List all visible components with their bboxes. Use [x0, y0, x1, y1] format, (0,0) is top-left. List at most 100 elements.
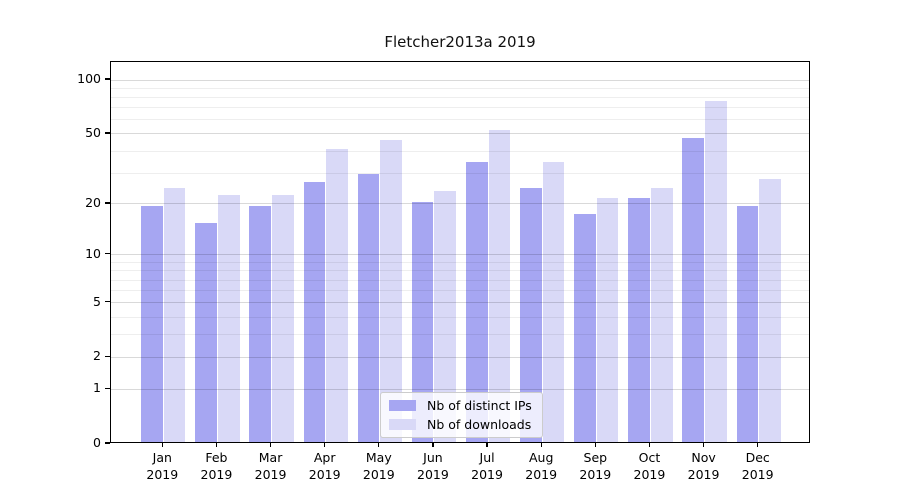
x-tick-mark [648, 443, 651, 447]
x-tick-mark [432, 443, 434, 447]
y-tick-mark [105, 387, 110, 389]
x-tick-label-feb: Feb 2019 [184, 449, 248, 483]
minor-gridline [111, 290, 809, 292]
minor-gridline [111, 119, 809, 121]
minor-gridline [111, 334, 809, 336]
bar-sep-ips [574, 214, 596, 442]
legend: Nb of distinct IPs Nb of downloads [380, 392, 543, 438]
bar-jul-downloads [488, 130, 511, 442]
x-tick-label-jun: Jun 2019 [401, 449, 465, 483]
x-tick-year: 2019 [633, 467, 666, 482]
y-tick-mark [105, 78, 110, 80]
minor-gridline [111, 87, 809, 89]
x-tick-label-jan: Jan 2019 [130, 449, 194, 483]
minor-gridline [111, 316, 809, 318]
minor-gridline [111, 96, 809, 98]
x-tick-year: 2019 [146, 467, 179, 482]
legend-swatch-distinct-ips [389, 400, 416, 411]
major-gridline [111, 388, 809, 390]
bar-nov-ips [682, 138, 705, 442]
y-tick-label: 100 [77, 71, 101, 87]
bar-mar-ips [249, 205, 272, 442]
bar-jun-ips [411, 201, 434, 442]
x-tick-label-aug: Aug 2019 [509, 449, 573, 483]
bar-jun-downloads [434, 191, 457, 442]
x-tick-mark [324, 443, 326, 447]
plot-area [110, 61, 810, 443]
y-tick-mark [105, 301, 110, 303]
major-gridline [111, 254, 809, 256]
bar-may-ips [357, 173, 380, 442]
x-tick-label-oct: Oct 2019 [617, 449, 681, 483]
bar-mar-downloads [272, 194, 294, 442]
x-tick-year: 2019 [200, 467, 233, 482]
x-tick-label-may: May 2019 [347, 449, 411, 483]
major-gridline [111, 133, 809, 135]
minor-gridline [111, 172, 809, 174]
x-tick-mark [161, 443, 163, 447]
legend-label: Nb of distinct IPs [427, 398, 532, 413]
bar-apr-ips [303, 182, 326, 442]
y-tick-label: 2 [93, 348, 101, 364]
x-tick-mark [269, 443, 272, 447]
x-tick-mark [215, 443, 217, 447]
x-tick-mark [378, 443, 380, 447]
y-tick-label: 0 [93, 435, 101, 450]
y-tick-label: 1 [93, 380, 101, 396]
y-tick-label: 50 [85, 124, 101, 140]
x-tick-label-mar: Mar 2019 [239, 449, 303, 483]
bar-apr-downloads [326, 149, 348, 442]
x-tick-label-nov: Nov 2019 [672, 449, 736, 483]
legend-item: Nb of distinct IPs [389, 398, 532, 413]
x-tick-mark [757, 443, 759, 447]
major-gridline [111, 79, 809, 81]
major-gridline [111, 203, 809, 205]
minor-gridline [111, 261, 809, 263]
legend-item: Nb of downloads [389, 417, 532, 432]
bar-jan-ips [141, 205, 163, 442]
major-gridline [111, 302, 809, 304]
bar-feb-downloads [217, 194, 240, 442]
legend-label: Nb of downloads [427, 417, 532, 432]
bar-feb-ips [195, 223, 217, 442]
x-tick-label-sep: Sep 2019 [563, 449, 627, 483]
x-tick-year: 2019 [687, 467, 720, 482]
x-tick-year: 2019 [525, 467, 558, 482]
major-gridline [111, 356, 809, 358]
legend-swatch-downloads [389, 419, 416, 430]
x-tick-year: 2019 [362, 467, 395, 482]
x-tick-year: 2019 [308, 467, 341, 482]
minor-gridline [111, 150, 809, 152]
x-tick-mark [594, 443, 596, 447]
bar-jan-downloads [163, 188, 186, 442]
bar-dec-downloads [759, 179, 781, 442]
x-tick-year: 2019 [254, 467, 287, 482]
x-tick-year: 2019 [471, 467, 503, 482]
bar-aug-downloads [542, 161, 565, 442]
x-tick-label-apr: Apr 2019 [293, 449, 357, 483]
x-tick-label-jul: Jul 2019 [455, 449, 519, 483]
y-tick-mark [105, 253, 110, 255]
bar-nov-downloads [705, 100, 727, 442]
minor-gridline [111, 270, 809, 272]
bar-jul-ips [465, 161, 488, 442]
x-tick-year: 2019 [579, 467, 612, 482]
y-tick-mark [105, 202, 110, 204]
bar-dec-ips [736, 205, 759, 442]
y-tick-label: 10 [85, 245, 101, 261]
bar-oct-ips [628, 198, 650, 442]
x-tick-mark [540, 443, 542, 447]
y-tick-mark [105, 355, 110, 357]
y-tick-label: 20 [85, 194, 101, 210]
minor-gridline [111, 279, 809, 281]
y-tick-label: 5 [93, 293, 101, 309]
x-tick-label-dec: Dec 2019 [726, 449, 790, 483]
y-tick-mark [105, 442, 110, 444]
bar-oct-downloads [650, 188, 673, 442]
x-tick-mark [702, 443, 705, 447]
x-tick-mark [486, 443, 488, 447]
bar-aug-ips [520, 188, 542, 442]
x-tick-year: 2019 [417, 467, 449, 482]
bar-may-downloads [380, 140, 402, 442]
